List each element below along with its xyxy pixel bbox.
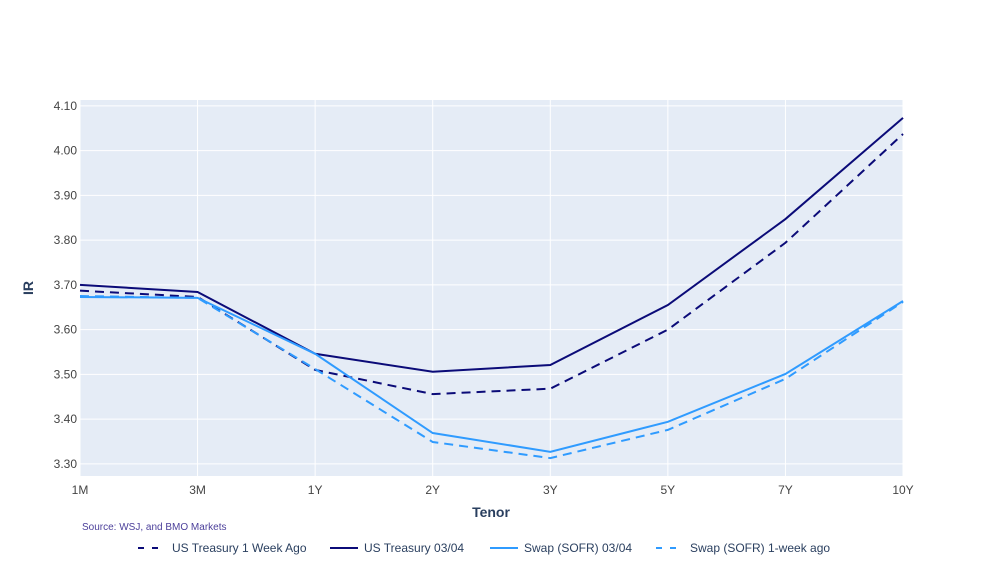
y-axis-title: IR [20, 281, 36, 295]
x-tick-label: 2Y [425, 483, 440, 497]
x-tick-label: 3M [189, 483, 206, 497]
legend-item-label: Swap (SOFR) 03/04 [524, 541, 632, 555]
x-tick-label: 7Y [778, 483, 793, 497]
y-tick-label: 3.70 [54, 278, 78, 292]
plot-area [80, 100, 903, 476]
x-axis-title: Tenor [472, 504, 510, 520]
series-line-2 [79, 295, 904, 453]
x-tick-label: 1Y [308, 483, 323, 497]
y-tick-label: 4.10 [54, 99, 78, 113]
source-annotation: Source: WSJ, and BMO Markets [82, 522, 227, 533]
y-tick-label: 4.00 [54, 144, 78, 158]
x-tick-label: 1M [72, 483, 89, 497]
x-tick-label: 3Y [543, 483, 558, 497]
x-tick-label: 5Y [661, 483, 676, 497]
legend-item-label: US Treasury 03/04 [364, 541, 464, 555]
legend-item-label: Swap (SOFR) 1-week ago [690, 541, 830, 555]
y-tick-label: 3.50 [54, 367, 78, 381]
legend-item-label: US Treasury 1 Week Ago [172, 541, 307, 555]
y-tick-label: 3.80 [54, 233, 78, 247]
y-tick-label: 3.30 [54, 457, 78, 471]
y-tick-label: 3.60 [54, 323, 78, 337]
y-tick-label: 3.90 [54, 188, 78, 202]
x-tick-label: 10Y [892, 483, 913, 497]
series-line-3 [79, 295, 904, 460]
series-line-1 [79, 117, 904, 373]
y-tick-label: 3.40 [54, 412, 78, 426]
